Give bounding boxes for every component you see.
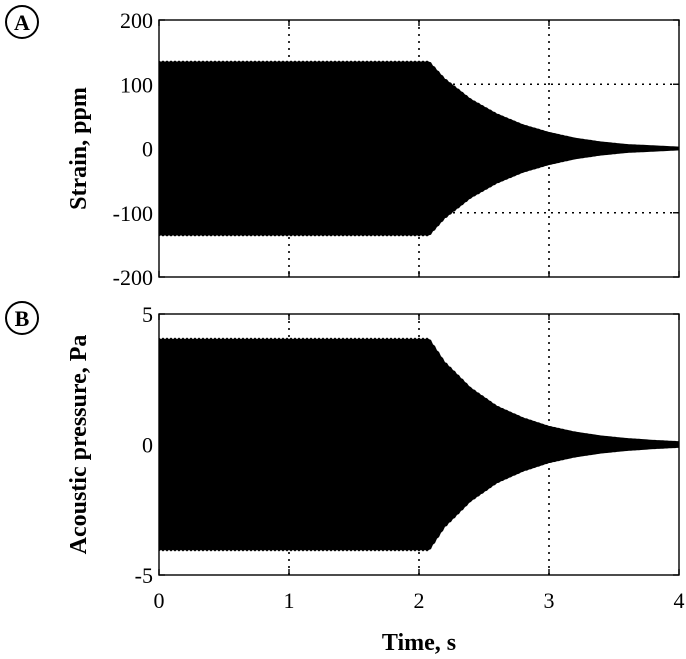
panel-b-circle (5, 301, 39, 335)
panel-b-ytick-label-2: -5 (135, 563, 153, 588)
panel-a-y-axis-label: Strain, ppm (66, 87, 92, 210)
panel-b-label: B (15, 306, 30, 331)
panel-a-ytick-label-3: -100 (113, 201, 153, 226)
panel-a-badge: A (5, 5, 39, 39)
panel-b-xtick-label-2: 2 (414, 588, 425, 613)
panel-b-ytick-label-0: 5 (142, 302, 153, 327)
panel-b-badge: B (5, 301, 39, 335)
panel-b-y-ticks: 5 0 -5 (135, 302, 679, 588)
panel-a-ytick-label-1: 100 (120, 72, 153, 97)
panel-b-signal-envelope (159, 337, 679, 552)
panel-b-xtick-label-3: 3 (544, 588, 555, 613)
panel-b-xtick-label-4: 4 (674, 588, 685, 613)
panel-a-label: A (14, 10, 30, 35)
panel-a: A 200 100 0 -100 -200 Strain, ppm (5, 5, 680, 290)
panel-a-ytick-label-4: -200 (113, 265, 153, 290)
panel-a-y-ticks: 200 100 0 -100 -200 (113, 8, 680, 290)
panel-b-xtick-label-1: 1 (284, 588, 295, 613)
x-axis-label: Time, s (382, 630, 456, 656)
panel-a-circle (5, 5, 39, 39)
panel-b-xtick-label-0: 0 (154, 588, 165, 613)
panel-a-signal-envelope (159, 60, 679, 237)
panel-a-ytick-label-2: 0 (142, 137, 153, 162)
panel-b-x-ticks: 0 1 2 3 4 (154, 314, 685, 613)
panel-b-y-axis-label: Acoustic pressure, Pa (66, 335, 92, 555)
panel-a-ytick-label-0: 200 (120, 8, 153, 33)
panel-b-ytick-label-1: 0 (142, 433, 153, 458)
